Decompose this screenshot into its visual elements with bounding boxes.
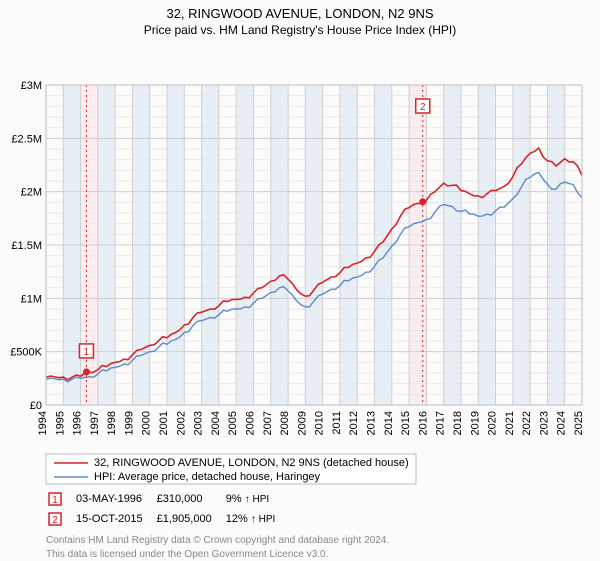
svg-text:2022: 2022 [521, 411, 533, 435]
legend-series-2: HPI: Average price, detached house, Hari… [94, 471, 321, 483]
svg-text:£1.5M: £1.5M [11, 240, 42, 252]
svg-text:2015: 2015 [400, 411, 412, 435]
marker-date: 03-MAY-1996 [76, 490, 155, 508]
svg-text:1996: 1996 [72, 411, 84, 435]
svg-text:1999: 1999 [123, 411, 135, 435]
svg-text:2: 2 [52, 515, 58, 526]
svg-text:£2.5M: £2.5M [11, 133, 42, 145]
svg-text:2006: 2006 [244, 411, 256, 435]
svg-text:2011: 2011 [331, 411, 343, 435]
svg-text:1995: 1995 [54, 411, 66, 435]
table-row: 1 03-MAY-1996 £310,000 9% ↑ HPI [48, 490, 287, 508]
svg-text:2007: 2007 [262, 411, 274, 435]
table-row: 2 15-OCT-2015 £1,905,000 12% ↑ HPI [48, 510, 287, 528]
svg-text:2017: 2017 [435, 411, 447, 435]
price-chart: £0 £500K £1M £1.5M £2M £2.5M £3M 1994 1995 1996 19… [0, 37, 600, 452]
svg-text:2016: 2016 [417, 411, 429, 435]
svg-text:2013: 2013 [366, 411, 378, 435]
svg-text:1: 1 [52, 495, 58, 506]
svg-text:2014: 2014 [383, 411, 395, 435]
svg-text:2024: 2024 [556, 411, 568, 435]
legend-series-1: 32, RINGWOOD AVENUE, LONDON, N2 9NS (det… [94, 457, 409, 469]
marker-price: £310,000 [157, 490, 224, 508]
page-title: 32, RINGWOOD AVENUE, LONDON, N2 9NS [0, 0, 600, 21]
svg-text:2003: 2003 [193, 411, 205, 435]
marker-price: £1,905,000 [157, 510, 224, 528]
svg-text:2: 2 [420, 102, 426, 113]
footer-attribution: Contains HM Land Registry data © Crown c… [0, 530, 600, 561]
svg-text:2001: 2001 [158, 411, 170, 435]
svg-text:1: 1 [84, 347, 90, 358]
svg-text:2005: 2005 [227, 411, 239, 435]
svg-text:2012: 2012 [348, 411, 360, 435]
chart-legend: 32, RINGWOOD AVENUE, LONDON, N2 9NS (det… [0, 452, 600, 488]
svg-text:2004: 2004 [210, 411, 222, 435]
svg-text:£3M: £3M [21, 80, 42, 92]
marker-date: 15-OCT-2015 [76, 510, 155, 528]
svg-text:1994: 1994 [37, 411, 49, 435]
svg-text:2023: 2023 [538, 411, 550, 435]
svg-text:2000: 2000 [141, 411, 153, 435]
svg-text:2021: 2021 [504, 411, 516, 435]
svg-text:£500K: £500K [10, 347, 42, 359]
svg-text:2018: 2018 [452, 411, 464, 435]
svg-text:2010: 2010 [314, 411, 326, 435]
page-subtitle: Price paid vs. HM Land Registry's House … [0, 21, 600, 37]
marker-pct: 9% [226, 493, 242, 505]
svg-text:£0: £0 [30, 400, 42, 412]
svg-text:2025: 2025 [573, 411, 585, 435]
svg-text:2009: 2009 [296, 411, 308, 435]
markers-table: 1 03-MAY-1996 £310,000 9% ↑ HPI 2 15-OCT… [46, 488, 289, 530]
svg-text:2020: 2020 [487, 411, 499, 435]
svg-text:£2M: £2M [21, 187, 42, 199]
svg-text:1998: 1998 [106, 411, 118, 435]
svg-text:2008: 2008 [279, 411, 291, 435]
svg-text:1997: 1997 [89, 411, 101, 435]
svg-text:2002: 2002 [175, 411, 187, 435]
svg-text:£1M: £1M [21, 293, 42, 305]
marker-pct: 12% [226, 513, 248, 525]
svg-text:2019: 2019 [469, 411, 481, 435]
